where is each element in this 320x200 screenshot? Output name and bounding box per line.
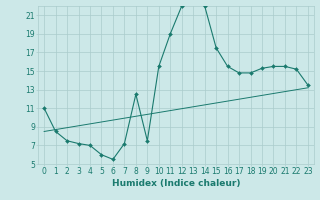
X-axis label: Humidex (Indice chaleur): Humidex (Indice chaleur) xyxy=(112,179,240,188)
